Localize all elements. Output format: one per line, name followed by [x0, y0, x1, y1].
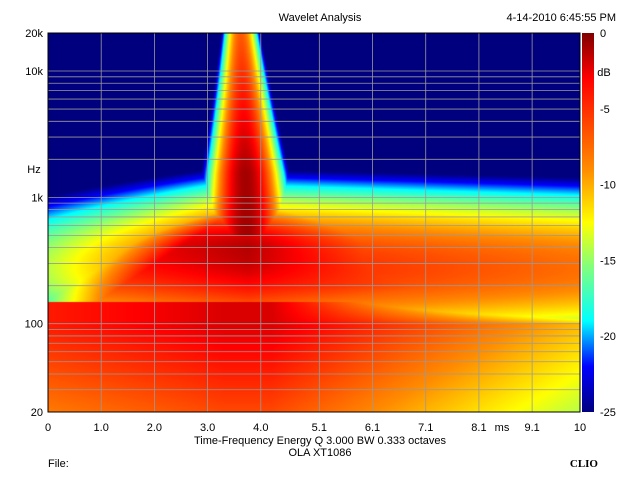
- colorbar-tick-label-0: 0: [600, 28, 606, 40]
- x-tick-label-0: 0: [45, 422, 51, 434]
- heatmap-image: [48, 33, 580, 412]
- colorbar-tick-label-2: -10: [600, 180, 616, 192]
- timestamp: 4-14-2010 6:45:55 PM: [507, 12, 616, 24]
- chart-caption: OLA XT1086: [289, 447, 352, 459]
- chart-subtitle: Time-Frequency Energy Q 3.000 BW 0.333 o…: [194, 435, 447, 447]
- heatmap-plot: [47, 32, 581, 413]
- x-tick-label-9: 9.1: [524, 422, 539, 434]
- file-label: File:: [48, 458, 69, 470]
- colorbar-tick-label-5: -25: [600, 407, 616, 419]
- x-axis-label: ms: [495, 422, 510, 434]
- y-axis-label: Hz: [27, 164, 40, 176]
- colorbar: 0 -5 -10 -15 -20 -25 dB: [582, 28, 616, 419]
- x-tick-label-6: 6.1: [365, 422, 380, 434]
- colorbar-gradient: [582, 33, 594, 412]
- y-tick-labels: 20 100 1k 10k 20k: [25, 28, 44, 419]
- x-tick-label-5: 5.1: [312, 422, 327, 434]
- colorbar-tick-label-3: -15: [600, 255, 616, 267]
- x-tick-label-2: 2.0: [147, 422, 162, 434]
- colorbar-tick-label-1: -5: [600, 104, 610, 116]
- y-tick-label-0: 20: [31, 407, 43, 419]
- x-tick-label-7: 7.1: [418, 422, 433, 434]
- x-tick-label-4: 4.0: [253, 422, 268, 434]
- colorbar-tick-label-4: -20: [600, 331, 616, 343]
- colorbar-label: dB: [597, 67, 610, 79]
- y-tick-label-1: 100: [25, 319, 43, 331]
- y-tick-label-4: 20k: [25, 28, 43, 40]
- plot-frame: [47, 32, 581, 413]
- y-tick-label-3: 10k: [25, 66, 43, 78]
- chart-title: Wavelet Analysis: [279, 12, 362, 24]
- x-tick-label-8: 8.1: [471, 422, 486, 434]
- clio-logo: CLIO: [570, 458, 599, 470]
- x-tick-label-3: 3.0: [200, 422, 215, 434]
- x-tick-label-10: 10: [574, 422, 586, 434]
- colorbar-tick-labels: 0 -5 -10 -15 -20 -25: [600, 28, 616, 419]
- y-tick-label-2: 1k: [31, 192, 43, 204]
- x-tick-label-1: 1.0: [94, 422, 109, 434]
- x-tick-labels: 0 1.0 2.0 3.0 4.0 5.1 6.1 7.1 8.1 9.1 10: [45, 422, 586, 434]
